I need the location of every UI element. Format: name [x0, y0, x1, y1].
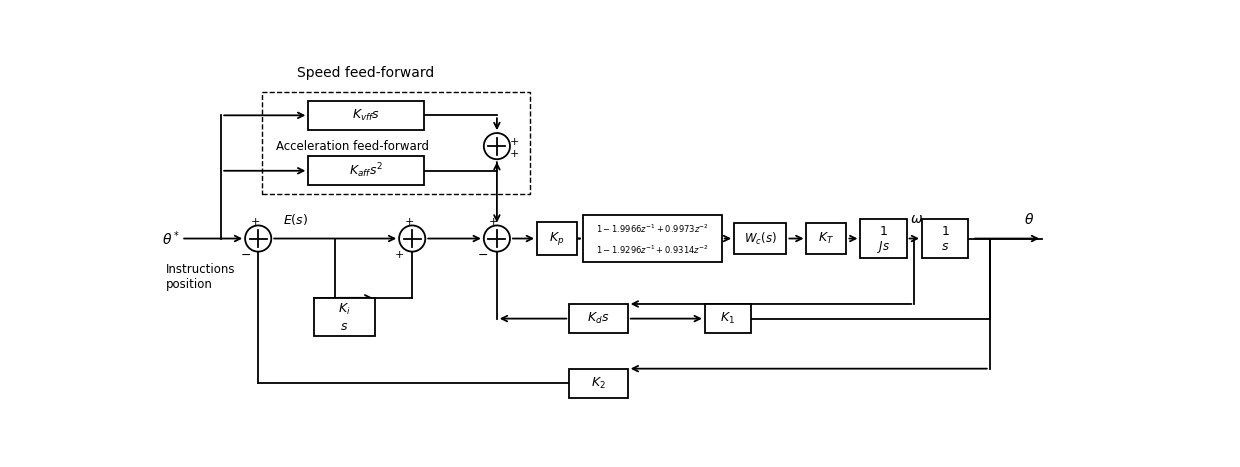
Text: −: −: [241, 249, 252, 262]
Bar: [309, 156, 424, 185]
Text: $s$: $s$: [340, 320, 348, 333]
Text: +: +: [510, 136, 520, 147]
Text: Instructions
position: Instructions position: [166, 263, 236, 291]
Circle shape: [399, 226, 425, 252]
Text: $1$: $1$: [941, 225, 950, 238]
Bar: [861, 219, 906, 258]
Bar: [704, 304, 751, 333]
Text: +: +: [396, 250, 404, 261]
Text: $K_T$: $K_T$: [818, 231, 835, 246]
Circle shape: [246, 226, 272, 252]
Text: +: +: [250, 217, 260, 226]
Text: $1-1.9296z^{-1}+0.9314z^{-2}$: $1-1.9296z^{-1}+0.9314z^{-2}$: [596, 243, 709, 255]
Text: $Js$: $Js$: [877, 239, 890, 255]
Text: $W_c(s)$: $W_c(s)$: [744, 231, 776, 247]
Text: $1$: $1$: [879, 225, 888, 238]
Bar: [806, 223, 847, 254]
Bar: [923, 219, 968, 258]
Text: $K_i$: $K_i$: [339, 302, 351, 317]
Text: $\theta^*$: $\theta^*$: [161, 229, 180, 248]
Circle shape: [484, 133, 510, 159]
Text: $K_2$: $K_2$: [591, 376, 606, 391]
Text: $E(s)$: $E(s)$: [283, 212, 308, 227]
Bar: [262, 92, 529, 194]
Bar: [569, 368, 627, 398]
Text: +: +: [510, 149, 520, 159]
Bar: [583, 215, 722, 262]
Bar: [734, 223, 786, 254]
Text: $K_{aff}s^2$: $K_{aff}s^2$: [350, 162, 383, 180]
Bar: [309, 101, 424, 130]
Text: $\theta$: $\theta$: [1024, 212, 1034, 227]
Text: +: +: [489, 217, 498, 226]
Text: $K_{vff}s$: $K_{vff}s$: [352, 108, 381, 123]
Bar: [314, 298, 376, 336]
Bar: [569, 304, 627, 333]
Text: Acceleration feed-forward: Acceleration feed-forward: [275, 140, 429, 153]
Text: +: +: [404, 217, 414, 226]
Text: $1-1.9966z^{-1}+0.9973z^{-2}$: $1-1.9966z^{-1}+0.9973z^{-2}$: [596, 222, 709, 235]
Text: $s$: $s$: [941, 241, 949, 254]
Text: $K_p$: $K_p$: [549, 230, 564, 247]
Text: $K_1$: $K_1$: [720, 311, 735, 326]
Text: $\omega$: $\omega$: [910, 212, 924, 226]
Circle shape: [484, 226, 510, 252]
Text: −: −: [477, 249, 489, 262]
Bar: [537, 221, 577, 255]
Text: Speed feed-forward: Speed feed-forward: [298, 66, 435, 80]
Text: $K_ds$: $K_ds$: [588, 311, 610, 326]
